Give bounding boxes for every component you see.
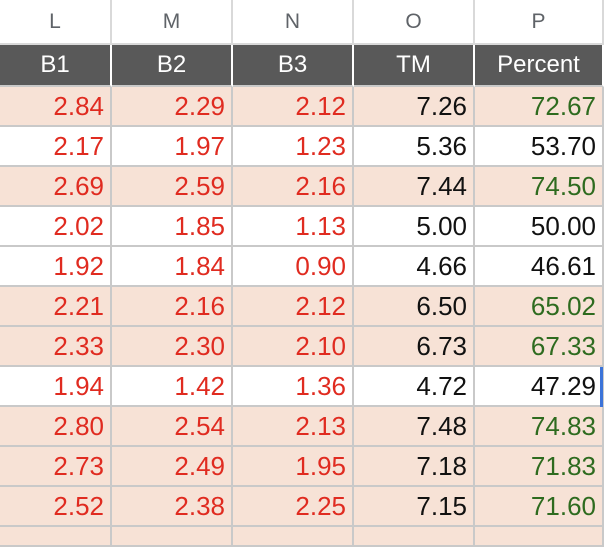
table-row: 2.33 2.30 2.10 6.73 67.33 (0, 327, 604, 367)
partial-cell[interactable] (354, 527, 475, 547)
table-row: 2.17 1.97 1.23 5.36 53.70 (0, 127, 604, 167)
cell-b3[interactable]: 2.10 (233, 327, 354, 367)
cell-b2[interactable]: 1.97 (112, 127, 233, 167)
table-row: 2.73 2.49 1.95 7.18 71.83 (0, 447, 604, 487)
partial-cell[interactable] (112, 527, 233, 547)
cell-b1[interactable]: 1.92 (0, 247, 112, 287)
cell-b3[interactable]: 1.95 (233, 447, 354, 487)
cell-b3[interactable]: 1.13 (233, 207, 354, 247)
cell-b3[interactable]: 2.25 (233, 487, 354, 527)
cell-b3[interactable]: 2.12 (233, 87, 354, 127)
cell-tm[interactable]: 7.15 (354, 487, 475, 527)
cell-tm[interactable]: 7.48 (354, 407, 475, 447)
cell-percent[interactable]: 74.50 (475, 167, 604, 207)
cell-tm[interactable]: 6.73 (354, 327, 475, 367)
cell-percent[interactable]: 74.83 (475, 407, 604, 447)
table-row: 2.52 2.38 2.25 7.15 71.60 (0, 487, 604, 527)
partial-row (0, 527, 604, 547)
cell-b2[interactable]: 2.49 (112, 447, 233, 487)
cell-b3[interactable]: 2.12 (233, 287, 354, 327)
cell-b1[interactable]: 2.52 (0, 487, 112, 527)
table-row: 2.84 2.29 2.12 7.26 72.67 (0, 87, 604, 127)
cell-b1[interactable]: 2.73 (0, 447, 112, 487)
cell-tm[interactable]: 7.26 (354, 87, 475, 127)
cell-percent[interactable]: 71.60 (475, 487, 604, 527)
cell-b1[interactable]: 2.80 (0, 407, 112, 447)
cell-b2[interactable]: 2.59 (112, 167, 233, 207)
cell-b2[interactable]: 2.16 (112, 287, 233, 327)
table-row: 1.92 1.84 0.90 4.66 46.61 (0, 247, 604, 287)
cell-b2[interactable]: 2.30 (112, 327, 233, 367)
table-header-row: B1 B2 B3 TM Percent (0, 45, 604, 87)
cell-b3[interactable]: 0.90 (233, 247, 354, 287)
cell-percent[interactable]: 47.29 (475, 367, 604, 407)
cell-percent[interactable]: 46.61 (475, 247, 604, 287)
cell-tm[interactable]: 6.50 (354, 287, 475, 327)
table-row: 2.69 2.59 2.16 7.44 74.50 (0, 167, 604, 207)
cell-b2[interactable]: 1.42 (112, 367, 233, 407)
cell-tm[interactable]: 4.66 (354, 247, 475, 287)
cell-b2[interactable]: 1.84 (112, 247, 233, 287)
cell-tm[interactable]: 5.00 (354, 207, 475, 247)
cell-b3[interactable]: 2.16 (233, 167, 354, 207)
cell-percent[interactable]: 71.83 (475, 447, 604, 487)
cell-tm[interactable]: 5.36 (354, 127, 475, 167)
cell-b1[interactable]: 2.21 (0, 287, 112, 327)
cell-b1[interactable]: 1.94 (0, 367, 112, 407)
cell-b2[interactable]: 2.38 (112, 487, 233, 527)
table-body: 2.84 2.29 2.12 7.26 72.67 2.17 1.97 1.23 5.36 53.… (0, 87, 604, 527)
cell-b1[interactable]: 2.84 (0, 87, 112, 127)
header-cell-percent[interactable]: Percent (475, 45, 604, 87)
table-row: 1.94 1.42 1.36 4.72 47.29 (0, 367, 604, 407)
column-header-p[interactable]: P (475, 0, 604, 45)
table-row: 2.02 1.85 1.13 5.00 50.00 (0, 207, 604, 247)
cell-percent[interactable]: 67.33 (475, 327, 604, 367)
cell-b2[interactable]: 2.54 (112, 407, 233, 447)
column-header-o[interactable]: O (354, 0, 475, 45)
cell-b3[interactable]: 1.23 (233, 127, 354, 167)
cell-b1[interactable]: 2.17 (0, 127, 112, 167)
column-letter-header-row: L M N O P (0, 0, 604, 45)
cell-b3[interactable]: 1.36 (233, 367, 354, 407)
cell-b3[interactable]: 2.13 (233, 407, 354, 447)
cell-percent[interactable]: 65.02 (475, 287, 604, 327)
header-cell-tm[interactable]: TM (354, 45, 475, 87)
cell-percent[interactable]: 50.00 (475, 207, 604, 247)
partial-cell[interactable] (475, 527, 604, 547)
column-header-l[interactable]: L (0, 0, 112, 45)
header-cell-b1[interactable]: B1 (0, 45, 112, 87)
partial-cell[interactable] (0, 527, 112, 547)
column-header-n[interactable]: N (233, 0, 354, 45)
partial-cell[interactable] (233, 527, 354, 547)
cell-tm[interactable]: 7.18 (354, 447, 475, 487)
column-header-m[interactable]: M (112, 0, 233, 45)
cell-b1[interactable]: 2.02 (0, 207, 112, 247)
cell-b2[interactable]: 2.29 (112, 87, 233, 127)
cell-b1[interactable]: 2.69 (0, 167, 112, 207)
cell-percent[interactable]: 72.67 (475, 87, 604, 127)
header-cell-b3[interactable]: B3 (233, 45, 354, 87)
cell-b2[interactable]: 1.85 (112, 207, 233, 247)
table-row: 2.80 2.54 2.13 7.48 74.83 (0, 407, 604, 447)
cell-b1[interactable]: 2.33 (0, 327, 112, 367)
cell-tm[interactable]: 4.72 (354, 367, 475, 407)
table-row: 2.21 2.16 2.12 6.50 65.02 (0, 287, 604, 327)
selection-border (600, 367, 603, 407)
cell-percent[interactable]: 53.70 (475, 127, 604, 167)
cell-tm[interactable]: 7.44 (354, 167, 475, 207)
header-cell-b2[interactable]: B2 (112, 45, 233, 87)
